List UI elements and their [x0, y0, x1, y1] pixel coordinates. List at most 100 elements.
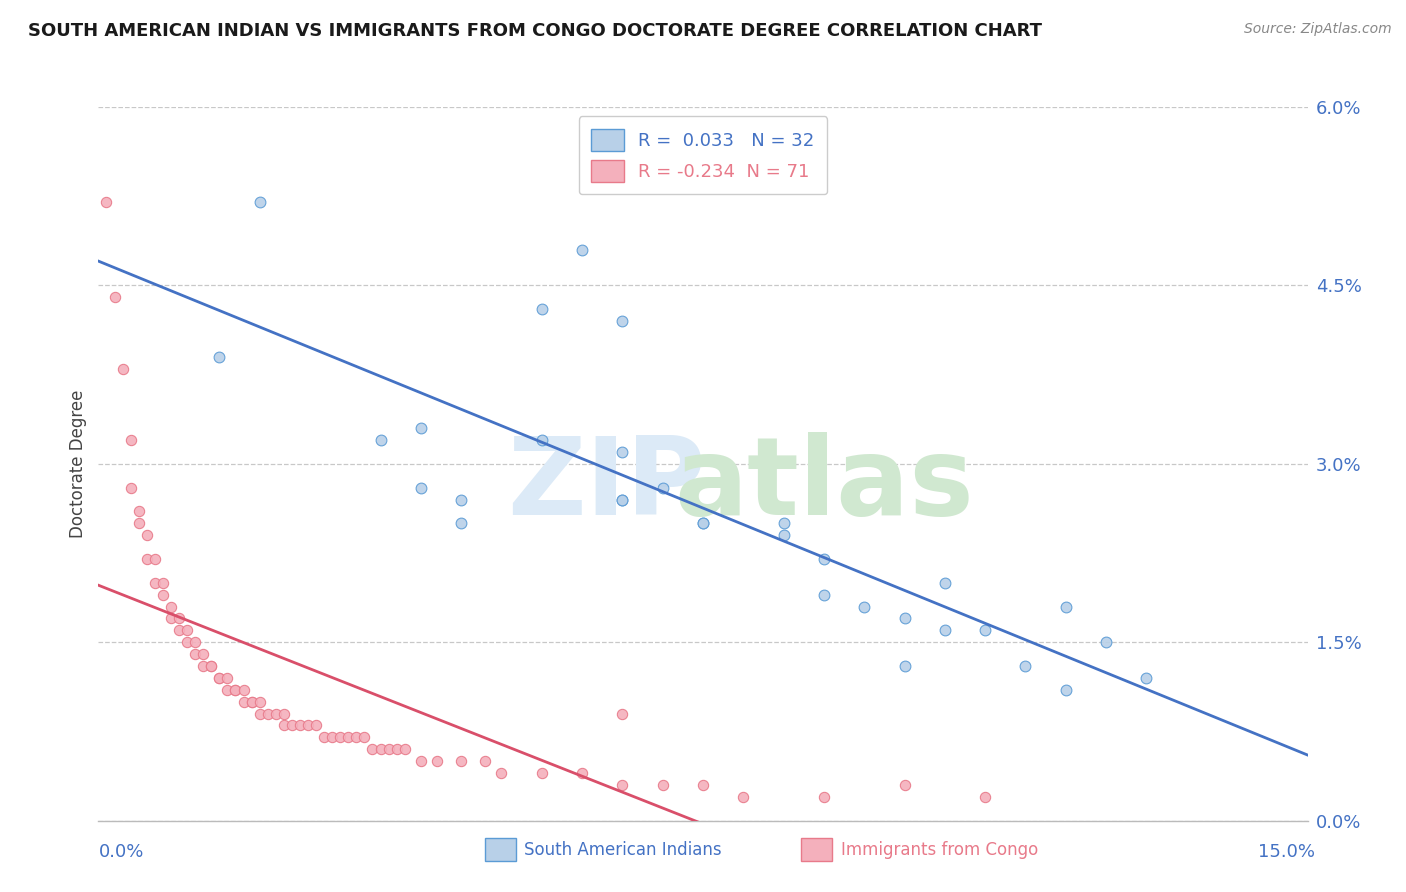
Point [314, 731, 336, 745]
Point [103, 290, 125, 304]
Point [120, 433, 142, 447]
Point [893, 659, 915, 673]
Point [193, 647, 215, 661]
Point [772, 528, 794, 542]
Point [143, 575, 166, 590]
Point [530, 302, 553, 317]
Point [167, 611, 190, 625]
Legend: R =  0.033   N = 32, R = -0.234  N = 71: R = 0.033 N = 32, R = -0.234 N = 71 [579, 116, 827, 194]
Point [409, 421, 432, 435]
Point [329, 731, 352, 745]
Point [370, 433, 392, 447]
Point [612, 445, 634, 459]
Point [893, 611, 915, 625]
Point [344, 731, 367, 745]
Point [273, 706, 295, 721]
Point [612, 492, 634, 507]
Point [128, 516, 150, 531]
Point [651, 778, 673, 792]
Point [152, 575, 174, 590]
Point [249, 695, 271, 709]
Point [813, 552, 835, 566]
Point [772, 516, 794, 531]
Point [361, 742, 384, 756]
Point [143, 552, 166, 566]
Point [224, 682, 246, 697]
Point [813, 789, 835, 804]
Point [1095, 635, 1118, 649]
Text: Source: ZipAtlas.com: Source: ZipAtlas.com [1244, 22, 1392, 37]
Point [530, 766, 553, 780]
Point [353, 731, 375, 745]
Point [120, 481, 142, 495]
Point [200, 659, 222, 673]
Point [692, 516, 714, 531]
Point [176, 635, 198, 649]
Point [160, 599, 183, 614]
Point [224, 682, 246, 697]
Text: SOUTH AMERICAN INDIAN VS IMMIGRANTS FROM CONGO DOCTORATE DEGREE CORRELATION CHAR: SOUTH AMERICAN INDIAN VS IMMIGRANTS FROM… [28, 22, 1042, 40]
Point [409, 754, 432, 768]
Point [409, 481, 432, 495]
Point [1054, 682, 1077, 697]
Text: atlas: atlas [673, 433, 974, 538]
Point [934, 624, 956, 638]
Text: 15.0%: 15.0% [1257, 843, 1315, 861]
Point [450, 492, 472, 507]
Point [1054, 599, 1077, 614]
Point [96, 195, 118, 210]
Point [208, 350, 231, 364]
Point [612, 706, 634, 721]
Point [111, 361, 134, 376]
Point [256, 706, 278, 721]
Point [853, 599, 876, 614]
Point [813, 588, 835, 602]
Point [692, 778, 714, 792]
Point [184, 647, 207, 661]
Point [1135, 671, 1157, 685]
Point [232, 695, 254, 709]
Point [974, 624, 997, 638]
Point [1014, 659, 1036, 673]
Point [651, 481, 673, 495]
Point [394, 742, 416, 756]
Point [385, 742, 408, 756]
Point [160, 611, 183, 625]
Point [491, 766, 513, 780]
Point [208, 671, 231, 685]
Point [893, 778, 915, 792]
Point [167, 624, 190, 638]
Text: Immigrants from Congo: Immigrants from Congo [841, 841, 1038, 859]
Point [135, 552, 157, 566]
Point [240, 695, 263, 709]
Point [337, 731, 360, 745]
Point [612, 492, 634, 507]
Point [450, 754, 472, 768]
Point [692, 516, 714, 531]
Point [281, 718, 304, 732]
Point [176, 624, 198, 638]
Point [571, 243, 593, 257]
Point [571, 766, 593, 780]
Point [934, 575, 956, 590]
Point [217, 671, 239, 685]
Point [135, 528, 157, 542]
Point [612, 314, 634, 328]
Y-axis label: Doctorate Degree: Doctorate Degree [69, 390, 87, 538]
Point [426, 754, 449, 768]
Point [249, 706, 271, 721]
Point [733, 789, 755, 804]
Point [530, 433, 553, 447]
Point [264, 706, 287, 721]
Text: South American Indians: South American Indians [524, 841, 723, 859]
Point [474, 754, 496, 768]
Point [370, 742, 392, 756]
Point [273, 718, 295, 732]
Point [288, 718, 311, 732]
Text: 0.0%: 0.0% [98, 843, 143, 861]
Point [377, 742, 399, 756]
Point [249, 195, 271, 210]
Point [128, 504, 150, 518]
Point [193, 659, 215, 673]
Point [184, 635, 207, 649]
